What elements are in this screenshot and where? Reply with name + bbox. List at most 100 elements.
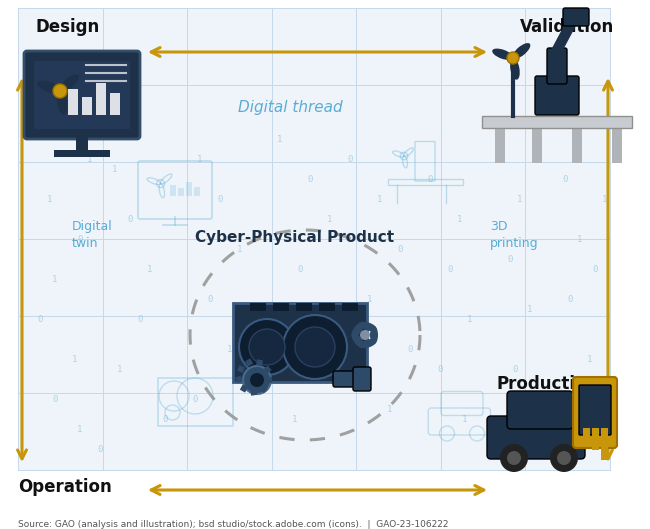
Bar <box>240 385 248 393</box>
Text: Production: Production <box>496 375 598 393</box>
Text: 0: 0 <box>37 315 43 324</box>
Text: 1: 1 <box>538 425 543 434</box>
Text: 1: 1 <box>577 235 582 244</box>
Circle shape <box>507 52 519 64</box>
FancyBboxPatch shape <box>233 303 367 382</box>
Text: 3D
printing: 3D printing <box>490 220 539 250</box>
Text: Validation: Validation <box>520 18 614 36</box>
Text: 0: 0 <box>297 266 303 275</box>
Bar <box>237 365 245 373</box>
Bar <box>82 97 92 115</box>
Text: 1: 1 <box>47 196 53 205</box>
Ellipse shape <box>59 75 79 92</box>
FancyBboxPatch shape <box>353 367 371 391</box>
Text: 0: 0 <box>497 145 502 154</box>
Bar <box>482 116 632 128</box>
Text: Digital thread: Digital thread <box>238 100 343 115</box>
Ellipse shape <box>37 80 60 93</box>
Text: 0: 0 <box>437 366 443 375</box>
Bar <box>34 61 130 129</box>
Circle shape <box>250 373 264 387</box>
Text: 0: 0 <box>207 296 213 305</box>
Text: Design: Design <box>36 18 100 36</box>
Text: 1: 1 <box>198 156 203 165</box>
Bar <box>170 185 176 196</box>
Bar <box>250 389 257 396</box>
Ellipse shape <box>359 339 376 348</box>
Bar <box>76 136 88 150</box>
Bar <box>572 128 582 163</box>
Ellipse shape <box>510 58 520 80</box>
Ellipse shape <box>352 333 364 348</box>
Ellipse shape <box>359 322 376 331</box>
Bar <box>342 303 358 311</box>
FancyBboxPatch shape <box>573 377 617 448</box>
Bar <box>68 89 78 115</box>
Text: 0: 0 <box>77 235 83 244</box>
Circle shape <box>239 319 295 375</box>
Circle shape <box>550 444 578 472</box>
Ellipse shape <box>512 43 530 59</box>
FancyBboxPatch shape <box>333 371 365 387</box>
Text: 1: 1 <box>72 355 78 364</box>
FancyBboxPatch shape <box>535 76 579 115</box>
Text: 1: 1 <box>367 296 372 305</box>
Bar <box>178 188 184 196</box>
Text: 0: 0 <box>307 176 313 185</box>
Text: 0: 0 <box>592 266 598 275</box>
Text: 1: 1 <box>237 245 242 254</box>
Bar <box>245 359 254 367</box>
FancyBboxPatch shape <box>507 391 573 429</box>
Text: 1: 1 <box>278 135 283 144</box>
Circle shape <box>507 451 521 465</box>
Text: 1: 1 <box>377 196 383 205</box>
Text: 0: 0 <box>217 196 223 205</box>
FancyBboxPatch shape <box>24 51 140 139</box>
Text: Digital
twin: Digital twin <box>72 220 112 250</box>
Text: 1: 1 <box>87 156 93 165</box>
Circle shape <box>249 329 285 365</box>
Text: 0: 0 <box>192 396 198 405</box>
Text: 1: 1 <box>292 415 298 424</box>
Ellipse shape <box>370 326 378 344</box>
Text: 0: 0 <box>572 415 578 424</box>
Bar <box>256 359 263 366</box>
Circle shape <box>295 327 335 367</box>
FancyBboxPatch shape <box>487 416 585 459</box>
Text: 0: 0 <box>447 266 452 275</box>
Bar <box>387 178 463 185</box>
Bar <box>157 378 233 426</box>
Bar <box>495 128 505 163</box>
Text: 0: 0 <box>127 215 133 224</box>
Text: 0: 0 <box>137 315 143 324</box>
FancyBboxPatch shape <box>579 385 611 435</box>
Text: 0: 0 <box>562 176 567 185</box>
Bar <box>194 187 200 196</box>
Text: 0: 0 <box>408 345 413 354</box>
Text: 0: 0 <box>52 396 58 405</box>
Bar <box>250 303 266 311</box>
Circle shape <box>360 330 370 340</box>
Ellipse shape <box>492 49 513 60</box>
Bar <box>296 303 312 311</box>
Circle shape <box>283 315 347 379</box>
Circle shape <box>243 366 271 394</box>
Text: 0: 0 <box>162 415 168 424</box>
Text: 1: 1 <box>227 345 233 354</box>
FancyBboxPatch shape <box>563 8 589 26</box>
Text: Operation: Operation <box>18 478 112 496</box>
Text: 0: 0 <box>512 366 517 375</box>
Bar <box>601 428 608 460</box>
Text: 0: 0 <box>312 366 318 375</box>
Text: 1: 1 <box>467 315 473 324</box>
Ellipse shape <box>352 322 364 338</box>
Text: 1: 1 <box>527 306 533 315</box>
Text: 1: 1 <box>603 196 608 205</box>
Bar <box>235 376 242 383</box>
Polygon shape <box>551 20 579 50</box>
Bar <box>583 428 590 442</box>
Text: 1: 1 <box>117 366 123 375</box>
FancyBboxPatch shape <box>547 48 567 84</box>
Text: 1: 1 <box>337 315 343 324</box>
Bar <box>110 93 120 115</box>
